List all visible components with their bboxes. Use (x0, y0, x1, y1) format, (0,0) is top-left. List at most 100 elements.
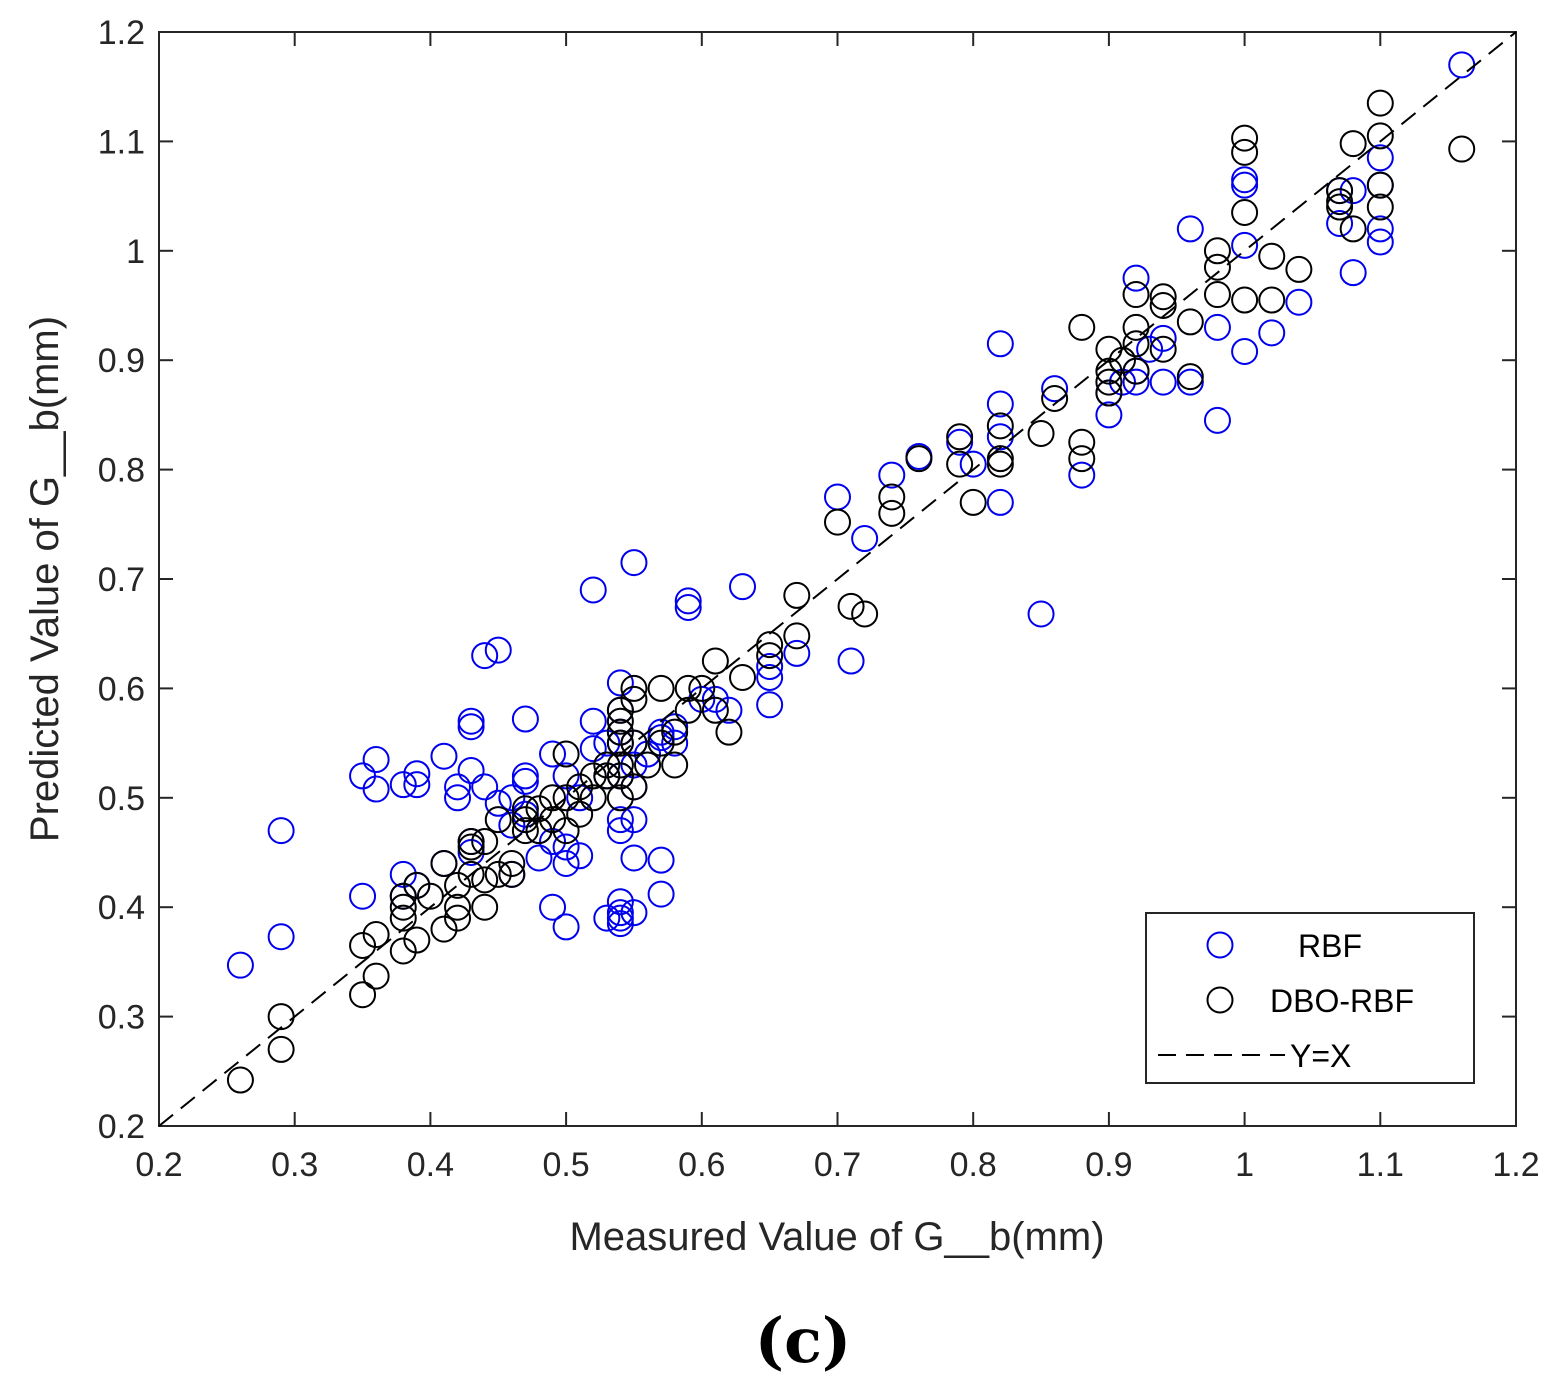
dbo-rbf-point (606, 707, 634, 735)
y-tick-label: 0.3 (98, 999, 145, 1037)
rbf-point (1122, 368, 1150, 396)
rbf-point (457, 839, 485, 866)
dbo-rbf-point (349, 931, 377, 959)
rbf-point (457, 707, 485, 735)
dbo-rbf-point (701, 647, 729, 675)
dbo-rbf-point (1203, 237, 1231, 265)
dbo-rbf-point (1448, 135, 1476, 163)
legend-label-rbf: RBF (1298, 928, 1362, 964)
rbf-point (539, 740, 567, 768)
rbf-point (362, 746, 390, 774)
dbo-rbf-point (756, 642, 784, 670)
rbf-point (552, 762, 580, 790)
y-tick-label: 0.8 (98, 452, 145, 490)
rbf-point (946, 428, 974, 456)
rbf-point (566, 842, 594, 870)
rbf-point (349, 882, 377, 910)
rbf-point (267, 817, 295, 845)
rbf-point (457, 713, 485, 741)
dbo-rbf-point (362, 962, 390, 990)
dbo-rbf-point (620, 729, 648, 757)
dbo-rbf-point (959, 488, 987, 516)
rbf-point (756, 653, 784, 681)
dbo-rbf-point (1176, 363, 1204, 391)
rbf-point (674, 587, 702, 615)
rbf-point (552, 849, 580, 877)
rbf-point (457, 756, 485, 784)
legend-marker-rbf (1206, 931, 1234, 959)
x-tick-label: 1.2 (1492, 1146, 1539, 1184)
dbo-rbf-point (1176, 308, 1204, 336)
dbo-rbf-point (1068, 428, 1096, 456)
x-tick-label: 0.3 (271, 1146, 318, 1184)
rbf-point (1149, 324, 1177, 352)
y-axis-label: Predicted Value of G__b(mm) (23, 316, 67, 842)
axis-tick-labels: 0.2 0.3 0.4 0.5 0.6 0.7 0.8 0.9 1 1.1 1.2 0.2 0.3 0.4… (98, 14, 1540, 1184)
dbo-rbf-point (1366, 171, 1394, 199)
x-tick-label: 1.1 (1357, 1146, 1404, 1184)
dbo-rbf-point (579, 784, 607, 812)
rbf-point (878, 461, 906, 489)
rbf-point (1095, 401, 1123, 429)
x-tick-label: 0.4 (407, 1146, 454, 1184)
dbo-rbf-point (634, 751, 662, 779)
rbf-point (539, 828, 567, 856)
rbf-point (389, 771, 417, 799)
y-tick-label: 0.2 (98, 1108, 145, 1146)
rbf-point (1041, 375, 1069, 403)
rbf-point (444, 773, 472, 801)
rbf-point (620, 844, 648, 872)
rbf-point (1176, 215, 1204, 243)
rbf-point (606, 806, 634, 834)
rbf-point (511, 762, 539, 790)
x-tick-label: 0.5 (542, 1146, 589, 1184)
dbo-rbf-point (1149, 335, 1177, 363)
dbo-rbf-point (824, 508, 851, 536)
y-tick-label: 0.7 (98, 561, 145, 599)
rbf-point (1285, 288, 1313, 316)
rbf-point (267, 923, 295, 951)
y-tick-label: 0.5 (98, 780, 145, 818)
dbo-rbf-point (457, 828, 485, 856)
rbf-point (511, 800, 539, 828)
rbf-point (1339, 177, 1367, 205)
rbf-point (579, 735, 607, 763)
dbo-rbf-point (1095, 368, 1123, 396)
y-tick-label: 1 (126, 233, 145, 271)
rbf-point (511, 705, 539, 733)
panel-label: (c) (755, 1304, 851, 1377)
dbo-rbf-point (606, 718, 634, 746)
dbo-rbf-point (1149, 283, 1177, 311)
rbf-point (1258, 319, 1286, 347)
dbo-rbf-point (986, 412, 1014, 440)
rbf-point (959, 450, 987, 478)
dbo-rbf-point (430, 915, 458, 943)
dbo-rbf-point (1068, 313, 1096, 341)
dbo-rbf-point (606, 762, 634, 790)
rbf-point (484, 636, 512, 664)
rbf-point (552, 833, 580, 861)
rbf-point (1136, 335, 1164, 363)
dbo-rbf-point (729, 663, 757, 691)
rbf-point (362, 775, 390, 803)
dbo-rbf-point (620, 773, 648, 801)
dbo-rbf-point (498, 860, 526, 888)
dbo-rbf-point (1326, 193, 1354, 221)
dbo-rbf-point (1122, 281, 1150, 309)
rbf-point (620, 549, 648, 577)
dbo-rbf-point (349, 981, 377, 1009)
rbf-point (593, 729, 621, 757)
dbo-rbf-point (226, 1066, 254, 1094)
x-tick-label: 0.6 (678, 1146, 725, 1184)
dbo-rbf-point (1258, 286, 1286, 314)
dbo-rbf-point (511, 817, 539, 845)
dbo-rbf-point (471, 866, 499, 894)
rbf-point (606, 910, 634, 938)
rbf-point (430, 742, 458, 770)
rbf-point (986, 330, 1014, 358)
rbf-point (471, 773, 499, 801)
dbo-rbf-point (1203, 253, 1231, 281)
dbo-rbf-point (1068, 445, 1096, 473)
rbf-point (593, 904, 621, 932)
